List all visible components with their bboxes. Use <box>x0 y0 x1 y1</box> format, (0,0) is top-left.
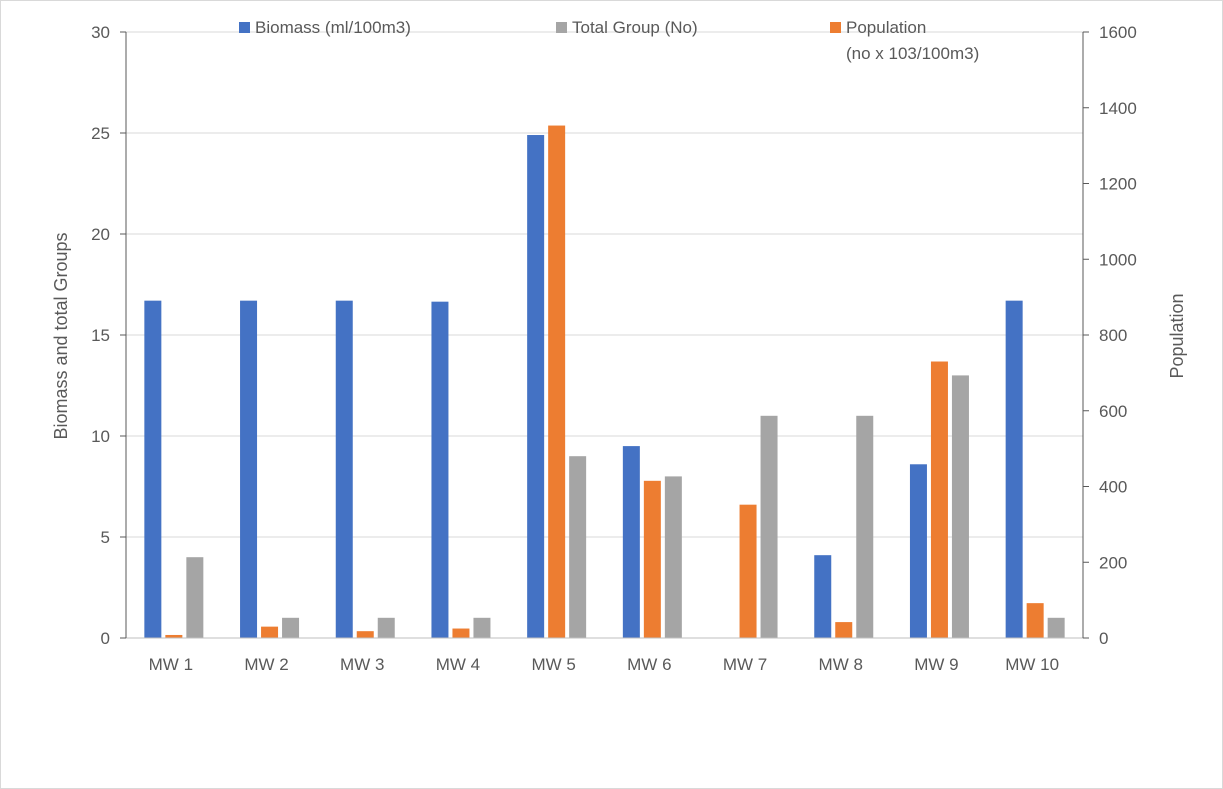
left-tick-label: 10 <box>91 427 110 446</box>
right-tick-label: 200 <box>1099 553 1127 572</box>
right-axis-title: Population <box>1167 293 1187 378</box>
bar <box>377 617 395 638</box>
legend-label-population-line1: Population <box>846 18 926 37</box>
bar <box>622 446 640 638</box>
x-tick-label: MW 2 <box>244 655 288 674</box>
bar <box>186 557 204 638</box>
bar <box>261 626 279 638</box>
left-tick-label: 30 <box>91 23 110 42</box>
bar <box>1026 603 1044 638</box>
left-tick-label: 5 <box>101 528 110 547</box>
bar <box>569 456 587 638</box>
bar <box>144 300 162 638</box>
bar <box>452 628 470 638</box>
bar <box>951 375 969 638</box>
bar <box>356 631 374 638</box>
left-tick-label: 25 <box>91 124 110 143</box>
right-tick-label: 400 <box>1099 478 1127 497</box>
bar <box>909 464 927 638</box>
legend-swatch-biomass <box>239 22 250 33</box>
legend-label-population-line2: (no x 103/100m3) <box>846 44 979 63</box>
bar <box>527 135 545 638</box>
bar <box>739 504 757 638</box>
x-tick-label: MW 8 <box>819 655 863 674</box>
left-axis-title: Biomass and total Groups <box>51 232 71 439</box>
legend-label-biomass: Biomass (ml/100m3) <box>255 18 411 37</box>
bar <box>240 300 258 638</box>
x-tick-label: MW 5 <box>531 655 575 674</box>
x-tick-label: MW 4 <box>436 655 480 674</box>
right-tick-label: 1400 <box>1099 99 1137 118</box>
legend: Biomass (ml/100m3) Total Group (No) Popu… <box>239 18 979 63</box>
bar <box>835 622 853 638</box>
bar <box>431 301 449 638</box>
x-tick-label: MW 10 <box>1005 655 1059 674</box>
bar <box>814 555 832 638</box>
bar <box>548 125 566 638</box>
bar <box>664 476 682 638</box>
right-tick-label: 1600 <box>1099 23 1137 42</box>
bar <box>165 634 183 638</box>
x-tick-label: MW 7 <box>723 655 767 674</box>
x-axis-ticks: MW 1 MW 2 MW 3 MW 4 MW 5 MW 6 MW 7 MW 8 MW 9 MW 1… <box>149 655 1059 674</box>
bar <box>643 480 661 638</box>
bar <box>760 415 778 638</box>
x-tick-label: MW 6 <box>627 655 671 674</box>
right-tick-label: 1200 <box>1099 175 1137 194</box>
right-tick-label: 0 <box>1099 629 1108 648</box>
right-tick-label: 800 <box>1099 326 1127 345</box>
x-tick-label: MW 9 <box>914 655 958 674</box>
left-axis-ticks: 0 5 10 15 20 25 30 <box>91 23 126 648</box>
x-tick-label: MW 3 <box>340 655 384 674</box>
bar <box>1005 300 1023 638</box>
bar <box>1047 617 1065 638</box>
bars <box>144 125 1065 638</box>
left-tick-label: 0 <box>101 629 110 648</box>
x-tick-label: MW 1 <box>149 655 193 674</box>
right-tick-label: 600 <box>1099 402 1127 421</box>
legend-label-total-group: Total Group (No) <box>572 18 698 37</box>
left-tick-label: 20 <box>91 225 110 244</box>
legend-swatch-total-group <box>556 22 567 33</box>
bar <box>473 617 491 638</box>
right-tick-label: 1000 <box>1099 250 1137 269</box>
bar <box>282 617 300 638</box>
bar <box>856 415 874 638</box>
left-tick-label: 15 <box>91 326 110 345</box>
legend-swatch-population <box>830 22 841 33</box>
right-axis-ticks: 0 200 400 600 800 1000 1200 1400 1600 <box>1083 23 1137 648</box>
bar <box>335 300 353 638</box>
bar <box>930 361 948 638</box>
